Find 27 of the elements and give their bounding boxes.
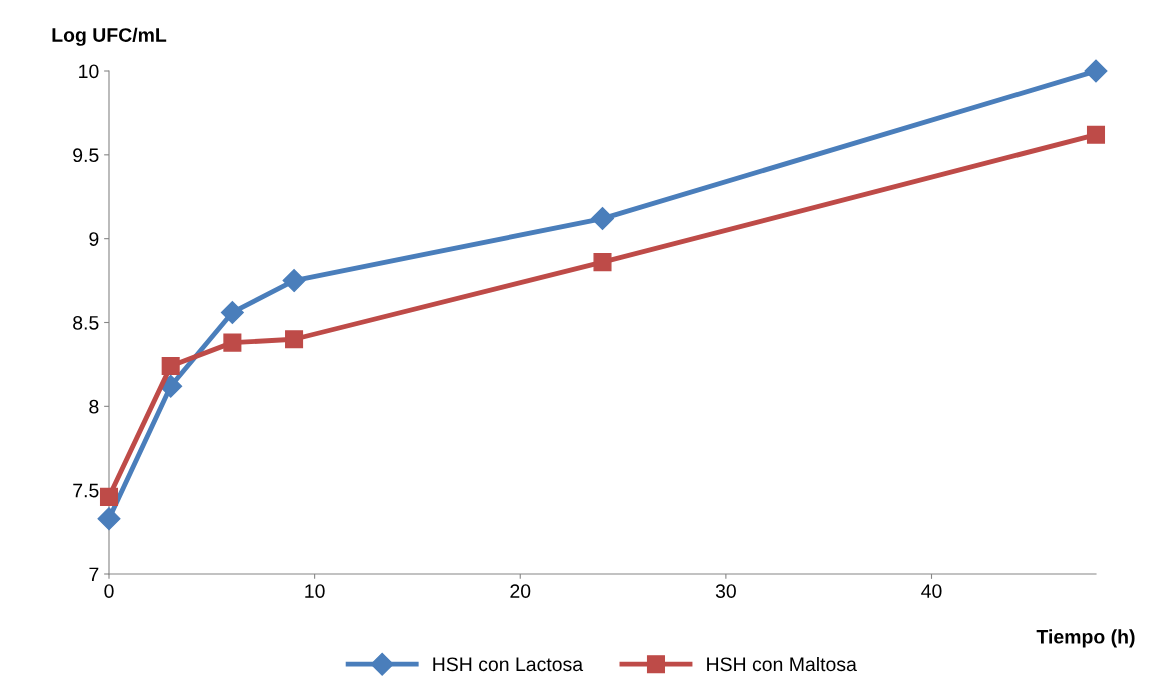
point (1084, 59, 1108, 83)
point (1086, 125, 1106, 144)
point (593, 253, 612, 272)
legend-label: HSH con Lactosa (433, 657, 584, 672)
x-tick-label: 20 (510, 584, 531, 598)
y-tick-label: 7 (89, 567, 99, 582)
y-tick-label: 7.5 (73, 483, 99, 498)
y-tick-label: 9 (89, 232, 99, 246)
x-tick-label: 0 (104, 584, 114, 598)
x-tick-label: 40 (921, 584, 942, 598)
x-tick-label: 10 (305, 584, 325, 598)
y-tick-label: 10 (79, 64, 99, 79)
x-axis-title: Tiempo (h) (1036, 629, 1135, 648)
point (99, 487, 119, 506)
y-tick-label: 8 (89, 399, 99, 414)
point (223, 333, 242, 352)
point (161, 357, 180, 376)
y-axis-title: Log UFC/mL (52, 27, 167, 46)
point (285, 330, 304, 349)
y-tick-label: 8.5 (73, 315, 99, 330)
point (282, 269, 306, 293)
point (591, 207, 614, 231)
x-tick-label: 30 (715, 584, 736, 598)
point (220, 300, 244, 324)
point (97, 507, 121, 531)
legend-label: HSH con Maltosa (707, 656, 857, 672)
y-tick-label: 9.5 (73, 148, 99, 163)
